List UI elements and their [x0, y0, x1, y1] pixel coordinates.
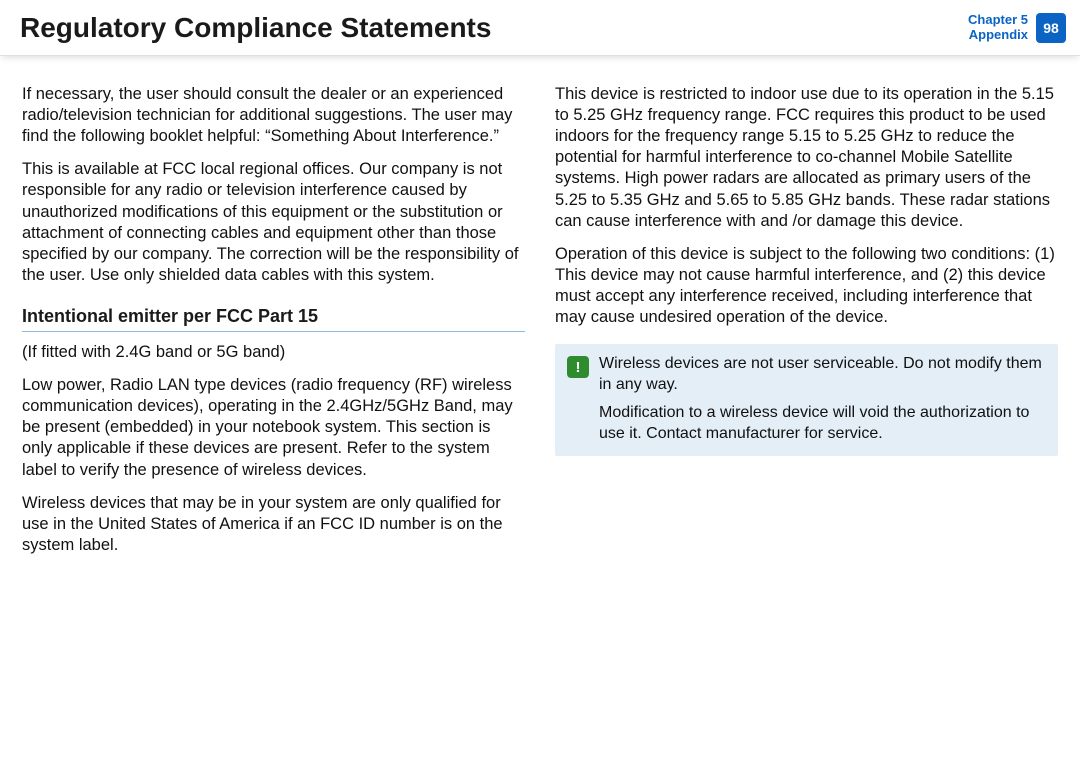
caution-text: Modification to a wireless device will v…	[599, 403, 1046, 444]
content-area: If necessary, the user should consult th…	[0, 56, 1080, 568]
body-paragraph: Operation of this device is subject to t…	[555, 244, 1058, 328]
page-number-badge: 98	[1036, 13, 1066, 43]
right-column: This device is restricted to indoor use …	[555, 84, 1058, 568]
body-paragraph: (If fitted with 2.4G band or 5G band)	[22, 342, 525, 363]
body-paragraph: This device is restricted to indoor use …	[555, 84, 1058, 232]
body-paragraph: Low power, Radio LAN type devices (radio…	[22, 375, 525, 481]
page-title: Regulatory Compliance Statements	[20, 12, 491, 44]
body-paragraph: Wireless devices that may be in your sys…	[22, 493, 525, 556]
caution-body: Wireless devices are not user serviceabl…	[599, 354, 1046, 444]
caution-icon: !	[567, 356, 589, 378]
caution-text: Wireless devices are not user serviceabl…	[599, 354, 1046, 395]
chapter-line-1: Chapter 5	[968, 13, 1028, 28]
chapter-line-2: Appendix	[968, 28, 1028, 43]
left-column: If necessary, the user should consult th…	[22, 84, 525, 568]
body-paragraph: This is available at FCC local regional …	[22, 159, 525, 286]
page-header: Regulatory Compliance Statements Chapter…	[0, 0, 1080, 56]
body-paragraph: If necessary, the user should consult th…	[22, 84, 525, 147]
chapter-label: Chapter 5 Appendix	[968, 13, 1028, 43]
section-subhead: Intentional emitter per FCC Part 15	[22, 306, 525, 332]
caution-note: ! Wireless devices are not user servicea…	[555, 344, 1058, 456]
chapter-block: Chapter 5 Appendix 98	[968, 13, 1066, 43]
